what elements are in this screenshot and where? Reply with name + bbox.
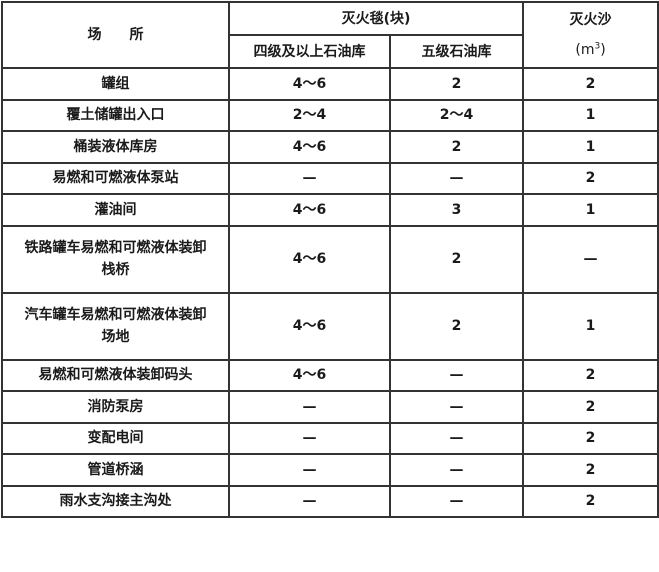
table-row: 消防泵房 — —2	[1, 390, 659, 424]
cell-level5: —	[388, 453, 525, 487]
cell-place: 灌油间	[1, 193, 230, 227]
cell-level5: —	[388, 484, 525, 518]
table-row: 汽车罐车易燃和可燃液体装卸场地 4～6 2 1	[1, 291, 659, 361]
fire-equipment-table: 场 所 灭火毯(块) 灭火沙 (m3) 四级及以上石油库 五级石油库 罐组 4～6…	[1, 1, 659, 518]
cell-sand: —	[522, 224, 659, 294]
header-level4: 四级及以上石油库	[228, 34, 391, 69]
cell-place: 雨水支沟接主沟处	[1, 484, 230, 518]
table-row: 罐组 4～6 2 2	[1, 67, 659, 101]
cell-place: 消防泵房	[1, 390, 230, 424]
unit-sup: 3	[594, 41, 601, 52]
cell-level4: 4～6	[228, 224, 391, 294]
cell-level5: 2	[388, 291, 525, 361]
table-row: 易燃和可燃液体装卸码头 4～6—2	[1, 358, 659, 392]
table-row: 桶装液体库房 4～6 2 1	[1, 130, 659, 164]
table-row: 管道桥涵 — —2	[1, 453, 659, 487]
cell-sand: 2	[522, 484, 659, 518]
cell-level4: —	[228, 453, 391, 487]
table-row: 变配电间 — —2	[1, 421, 659, 455]
cell-place: 易燃和可燃液体泵站	[1, 161, 230, 195]
cell-level5: —	[388, 390, 525, 424]
cell-level5: 3	[388, 193, 525, 227]
cell-level4: —	[228, 484, 391, 518]
cell-sand: 2	[522, 421, 659, 455]
cell-level4: 4～6	[228, 67, 391, 101]
cell-place: 罐组	[1, 67, 230, 101]
cell-level5: —	[388, 161, 525, 195]
cell-level4: 2～4	[228, 98, 391, 132]
cell-sand: 1	[522, 98, 659, 132]
cell-level4: 4～6	[228, 193, 391, 227]
cell-sand: 2	[522, 390, 659, 424]
cell-sand: 2	[522, 358, 659, 392]
cell-sand: 2	[522, 161, 659, 195]
cell-sand: 2	[522, 453, 659, 487]
cell-sand: 1	[522, 193, 659, 227]
table-row: 铁路罐车易燃和可燃液体装卸栈桥 4～6 2—	[1, 224, 659, 294]
cell-level5: 2	[388, 67, 525, 101]
cell-place: 桶装液体库房	[1, 130, 230, 164]
cell-level4: —	[228, 421, 391, 455]
table-row: 雨水支沟接主沟处 — —2	[1, 484, 659, 518]
cell-place: 铁路罐车易燃和可燃液体装卸栈桥	[1, 224, 230, 294]
cell-level4: —	[228, 161, 391, 195]
cell-place: 汽车罐车易燃和可燃液体装卸场地	[1, 291, 230, 361]
header-sand: 灭火沙 (m3)	[522, 1, 659, 69]
table-row: 灌油间 4～6 3 1	[1, 193, 659, 227]
cell-place: 易燃和可燃液体装卸码头	[1, 358, 230, 392]
cell-sand: 1	[522, 130, 659, 164]
table-row: 易燃和可燃液体泵站 — —2	[1, 161, 659, 195]
cell-level4: —	[228, 390, 391, 424]
cell-level5: 2	[388, 130, 525, 164]
cell-level4: 4～6	[228, 130, 391, 164]
cell-level5: —	[388, 421, 525, 455]
header-blanket: 灭火毯(块)	[227, 1, 525, 36]
cell-level5: 2～4	[388, 98, 525, 132]
header-sand-label: 灭火沙	[569, 12, 612, 28]
cell-place: 覆土储罐出入口	[1, 98, 230, 132]
cell-place: 变配电间	[1, 421, 230, 455]
cell-sand: 1	[522, 291, 659, 361]
table-row: 覆土储罐出入口 2～4 2～4 1	[1, 98, 659, 132]
cell-place: 管道桥涵	[1, 453, 230, 487]
header-level5: 五级石油库	[388, 34, 525, 69]
cell-sand: 2	[522, 67, 659, 101]
header-place: 场 所	[1, 1, 230, 69]
cell-level4: 4～6	[228, 358, 391, 392]
cell-level5: 2	[388, 224, 525, 294]
cell-level5: —	[388, 358, 525, 392]
header-sand-unit: (m3)	[528, 39, 653, 61]
unit-open: (m	[575, 42, 595, 58]
cell-level4: 4～6	[228, 291, 391, 361]
unit-close: )	[600, 42, 606, 58]
